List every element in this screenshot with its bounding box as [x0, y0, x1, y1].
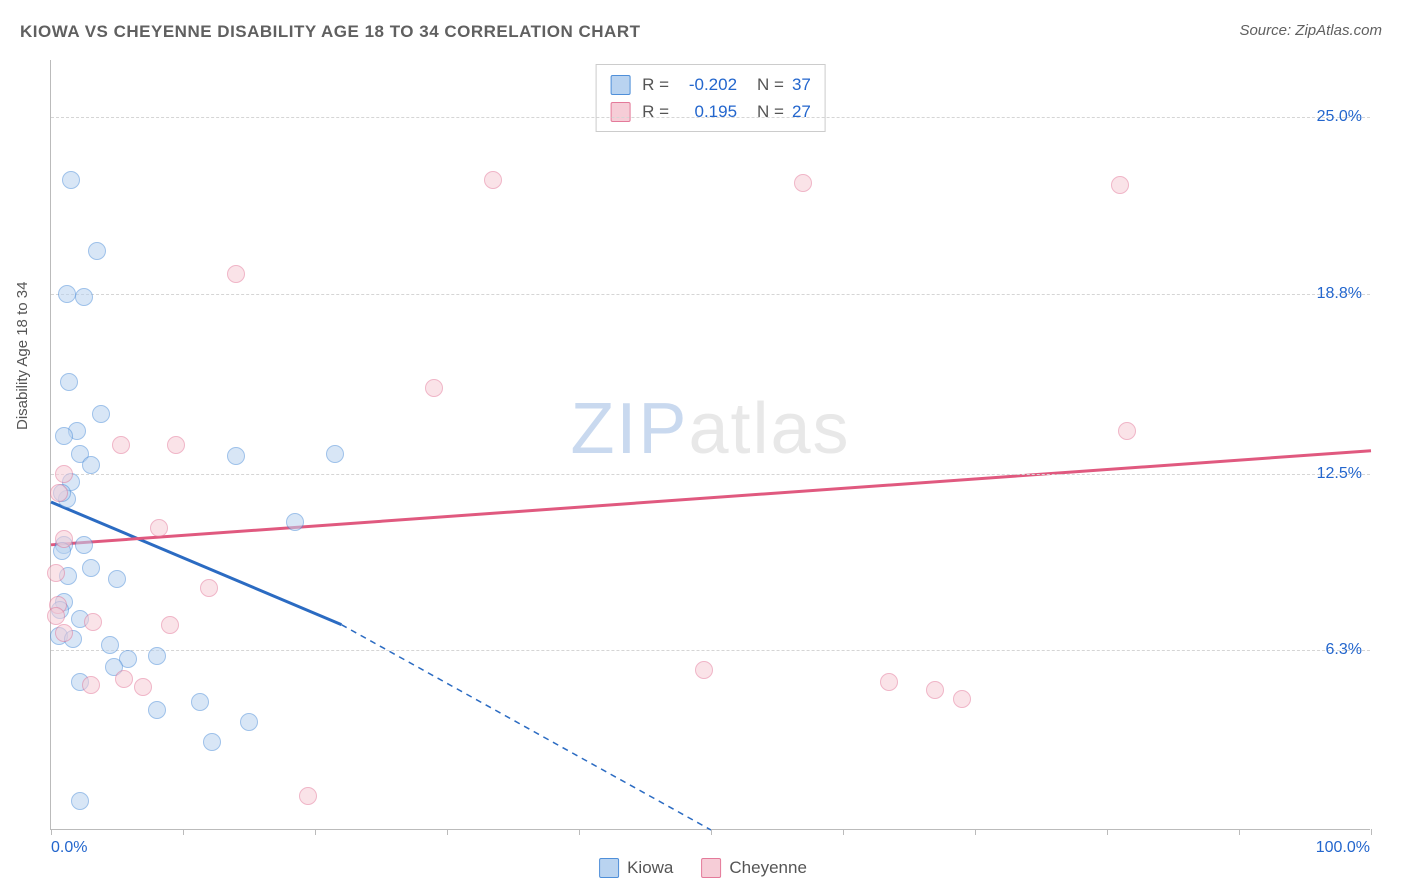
- data-point: [108, 570, 126, 588]
- chart-title: KIOWA VS CHEYENNE DISABILITY AGE 18 TO 3…: [20, 22, 640, 42]
- r-label: R =: [642, 71, 669, 98]
- data-point: [112, 436, 130, 454]
- n-value: 37: [792, 71, 811, 98]
- x-axis-label: 100.0%: [1316, 839, 1370, 857]
- data-point: [148, 701, 166, 719]
- data-point: [55, 624, 73, 642]
- data-point: [953, 690, 971, 708]
- x-tick: [447, 829, 448, 835]
- legend-item: Kiowa: [599, 858, 673, 878]
- data-point: [240, 713, 258, 731]
- legend-swatch: [610, 102, 630, 122]
- x-tick: [975, 829, 976, 835]
- x-tick: [711, 829, 712, 835]
- data-point: [75, 536, 93, 554]
- data-point: [200, 579, 218, 597]
- correlation-legend: R = -0.202 N = 37 R = 0.195 N = 27: [595, 64, 826, 132]
- x-axis-label: 0.0%: [51, 839, 87, 857]
- r-label: R =: [642, 98, 669, 125]
- data-point: [47, 607, 65, 625]
- x-tick: [1107, 829, 1108, 835]
- grid-line: [51, 117, 1370, 118]
- y-tick-label: 25.0%: [1317, 108, 1362, 126]
- x-tick: [579, 829, 580, 835]
- y-tick-label: 18.8%: [1317, 285, 1362, 303]
- correlation-legend-row: R = 0.195 N = 27: [610, 98, 811, 125]
- legend-label: Cheyenne: [729, 858, 807, 878]
- data-point: [101, 636, 119, 654]
- r-value: 0.195: [677, 98, 737, 125]
- data-point: [88, 242, 106, 260]
- data-point: [484, 171, 502, 189]
- x-tick: [183, 829, 184, 835]
- trend-line-extrapolated: [341, 625, 711, 830]
- data-point: [134, 678, 152, 696]
- data-point: [58, 285, 76, 303]
- y-tick-label: 6.3%: [1326, 641, 1362, 659]
- y-tick-label: 12.5%: [1317, 465, 1362, 483]
- data-point: [84, 613, 102, 631]
- data-point: [55, 530, 73, 548]
- data-point: [55, 427, 73, 445]
- data-point: [92, 405, 110, 423]
- x-tick: [1239, 829, 1240, 835]
- correlation-legend-row: R = -0.202 N = 37: [610, 71, 811, 98]
- legend-label: Kiowa: [627, 858, 673, 878]
- data-point: [115, 670, 133, 688]
- legend-item: Cheyenne: [701, 858, 807, 878]
- data-point: [227, 265, 245, 283]
- data-point: [167, 436, 185, 454]
- data-point: [47, 564, 65, 582]
- data-point: [1118, 422, 1136, 440]
- n-value: 27: [792, 98, 811, 125]
- data-point: [150, 519, 168, 537]
- grid-line: [51, 650, 1370, 651]
- data-point: [926, 681, 944, 699]
- data-point: [880, 673, 898, 691]
- data-point: [326, 445, 344, 463]
- data-point: [62, 171, 80, 189]
- data-point: [148, 647, 166, 665]
- data-point: [794, 174, 812, 192]
- data-point: [82, 456, 100, 474]
- data-point: [71, 792, 89, 810]
- legend-swatch: [701, 858, 721, 878]
- x-tick: [315, 829, 316, 835]
- data-point: [286, 513, 304, 531]
- n-label: N =: [757, 98, 784, 125]
- scatter-plot: ZIPatlas R =-0.202N =37R =0.195N =27 6.3…: [50, 60, 1370, 830]
- data-point: [299, 787, 317, 805]
- data-point: [55, 465, 73, 483]
- x-tick: [51, 829, 52, 835]
- data-point: [161, 616, 179, 634]
- data-point: [82, 676, 100, 694]
- data-point: [695, 661, 713, 679]
- data-point: [1111, 176, 1129, 194]
- legend-swatch: [599, 858, 619, 878]
- n-label: N =: [757, 71, 784, 98]
- r-value: -0.202: [677, 71, 737, 98]
- data-point: [50, 484, 68, 502]
- data-point: [203, 733, 221, 751]
- y-axis-label: Disability Age 18 to 34: [14, 282, 31, 430]
- data-point: [425, 379, 443, 397]
- data-point: [227, 447, 245, 465]
- data-point: [75, 288, 93, 306]
- data-point: [191, 693, 209, 711]
- grid-line: [51, 474, 1370, 475]
- series-legend: Kiowa Cheyenne: [599, 858, 807, 878]
- grid-line: [51, 294, 1370, 295]
- x-tick: [1371, 829, 1372, 835]
- trend-line: [51, 451, 1371, 545]
- x-tick: [843, 829, 844, 835]
- data-point: [60, 373, 78, 391]
- legend-swatch: [610, 75, 630, 95]
- data-point: [82, 559, 100, 577]
- source-attribution: Source: ZipAtlas.com: [1239, 22, 1382, 39]
